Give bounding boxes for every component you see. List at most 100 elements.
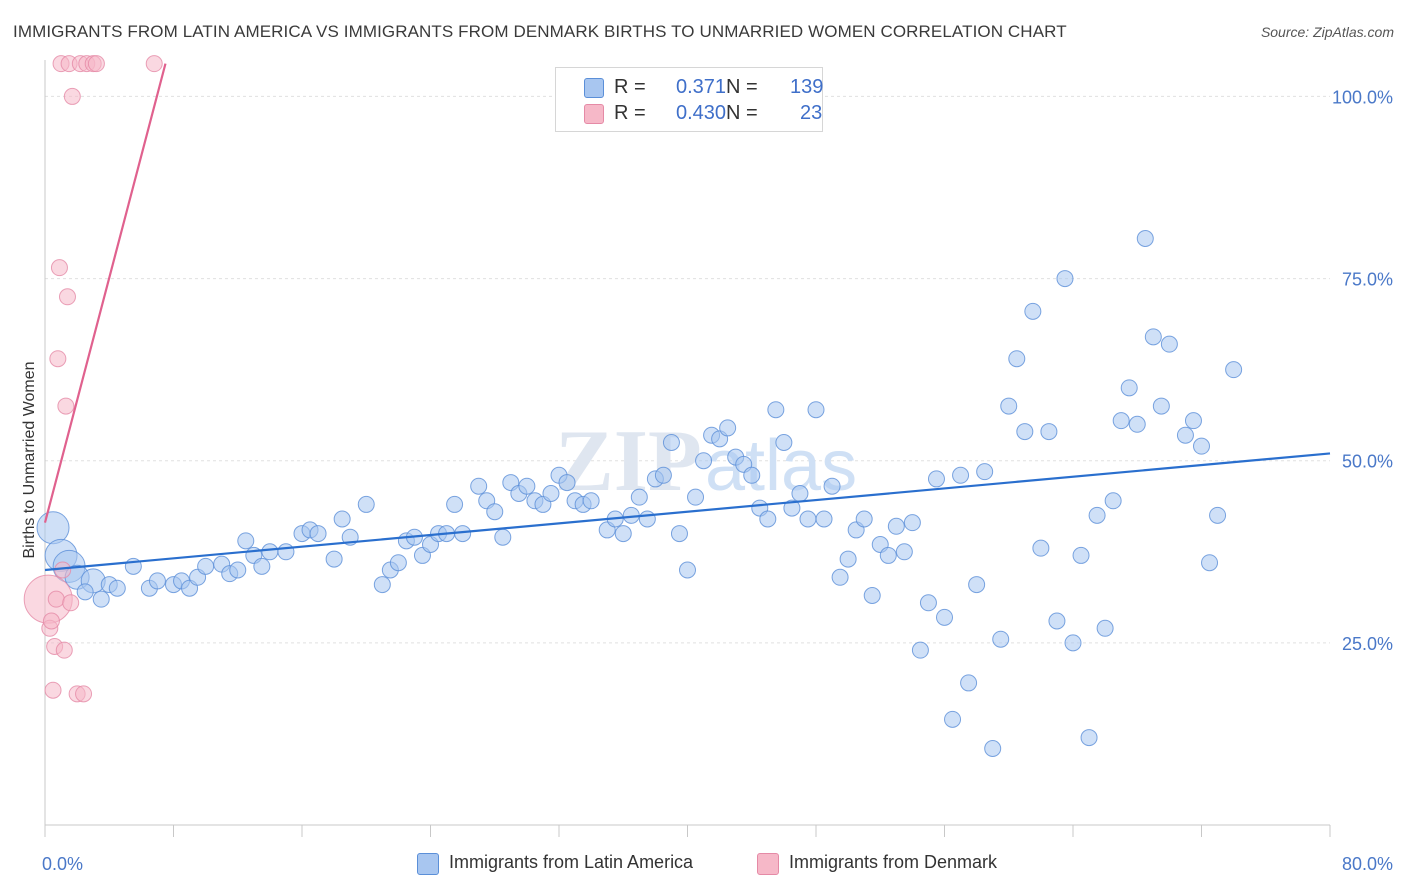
legend-n-value: 23 (800, 102, 823, 124)
point-denmark (55, 641, 73, 659)
point-denmark (47, 590, 65, 608)
point-latin-america (237, 532, 255, 550)
point-denmark (58, 288, 76, 306)
y-tick-label: 25.0% (1342, 634, 1393, 654)
legend-n-value: 139 (790, 76, 824, 98)
series-denmark (23, 55, 163, 703)
point-latin-america (1184, 412, 1202, 430)
point-latin-america (903, 514, 921, 532)
point-latin-america (582, 492, 600, 510)
point-latin-america (895, 543, 913, 561)
point-denmark (75, 685, 93, 703)
point-latin-america (919, 594, 937, 612)
point-latin-america (855, 510, 873, 528)
trend-lines (43, 63, 1331, 572)
point-latin-america (558, 474, 576, 492)
point-latin-america (277, 543, 295, 561)
legend-r-value: 0.371 (676, 76, 727, 98)
point-latin-america (863, 587, 881, 604)
point-latin-america (1209, 506, 1227, 524)
point-latin-america (638, 510, 656, 528)
point-latin-america (1016, 423, 1034, 441)
axes (44, 60, 1331, 837)
point-latin-america (815, 510, 833, 528)
legend-n-label: N = (726, 102, 758, 124)
point-denmark (42, 612, 60, 630)
point-latin-america (1144, 328, 1162, 346)
point-latin-america (357, 495, 375, 513)
point-latin-america (253, 557, 271, 575)
point-latin-america (960, 674, 978, 692)
point-denmark (62, 594, 80, 612)
point-latin-america (1088, 506, 1106, 524)
legend-r-label: R = (614, 76, 646, 98)
point-latin-america (197, 557, 215, 575)
point-latin-america (936, 608, 953, 626)
y-tick-label: 50.0% (1342, 452, 1393, 472)
point-denmark (87, 55, 105, 73)
point-latin-america (807, 401, 825, 419)
point-latin-america (309, 525, 327, 543)
legend: R = 0.371 N = 139 R = 0.430 N = 23 (555, 67, 823, 132)
trendline-denmark (43, 63, 167, 523)
source-label: Source: ZipAtlas.com (1260, 24, 1394, 40)
point-latin-america (1032, 539, 1050, 557)
bottom-legend-label: Immigrants from Latin America (449, 852, 694, 872)
point-latin-america (944, 710, 962, 728)
point-latin-america (743, 466, 761, 484)
point-latin-america (927, 470, 945, 488)
point-latin-america (984, 740, 1002, 757)
point-latin-america (1008, 350, 1026, 368)
y-tick-label: 100.0% (1332, 87, 1393, 107)
point-latin-america (36, 511, 70, 545)
point-latin-america (614, 525, 632, 543)
point-denmark (57, 397, 75, 415)
point-latin-america (148, 572, 166, 590)
point-latin-america (1040, 423, 1058, 441)
point-latin-america (518, 477, 536, 495)
point-latin-america (1176, 426, 1194, 444)
point-latin-america (373, 576, 391, 594)
point-latin-america (446, 495, 464, 513)
point-latin-america (799, 510, 817, 528)
point-latin-america (1225, 361, 1243, 379)
point-latin-america (1152, 397, 1170, 415)
point-latin-america (542, 485, 560, 502)
legend-r-label: R = (614, 102, 646, 124)
point-latin-america (775, 434, 793, 451)
point-latin-america (76, 583, 94, 601)
legend-swatch-pink (584, 104, 604, 124)
trendline-latin-america (44, 452, 1331, 572)
bottom-legend-label: Immigrants from Denmark (789, 852, 998, 872)
point-latin-america (791, 485, 809, 502)
point-denmark (44, 681, 62, 699)
point-latin-america (887, 517, 905, 535)
point-latin-america (968, 576, 986, 594)
point-latin-america (1112, 412, 1130, 430)
y-tick-label: 75.0% (1342, 270, 1393, 290)
point-latin-america (92, 590, 110, 608)
point-latin-america (261, 543, 279, 561)
point-latin-america (662, 434, 680, 451)
point-denmark (50, 259, 68, 277)
point-latin-america (839, 550, 857, 568)
point-latin-america (1120, 379, 1138, 397)
point-latin-america (767, 401, 785, 419)
point-latin-america (783, 499, 801, 517)
chart-title: IMMIGRANTS FROM LATIN AMERICA VS IMMIGRA… (13, 22, 1067, 41)
point-latin-america (952, 466, 970, 484)
point-latin-america (325, 550, 343, 568)
point-denmark (145, 55, 163, 73)
point-latin-america (470, 477, 488, 495)
y-axis-label: Births to Unmarried Women (21, 361, 38, 558)
point-latin-america (1136, 230, 1154, 247)
point-latin-america (108, 579, 126, 597)
point-latin-america (389, 554, 407, 572)
series-latin-america (36, 230, 1243, 757)
point-latin-america (630, 488, 648, 506)
point-latin-america (1048, 612, 1066, 630)
point-latin-america (976, 463, 994, 481)
point-latin-america (719, 419, 737, 437)
point-latin-america (1193, 437, 1210, 455)
